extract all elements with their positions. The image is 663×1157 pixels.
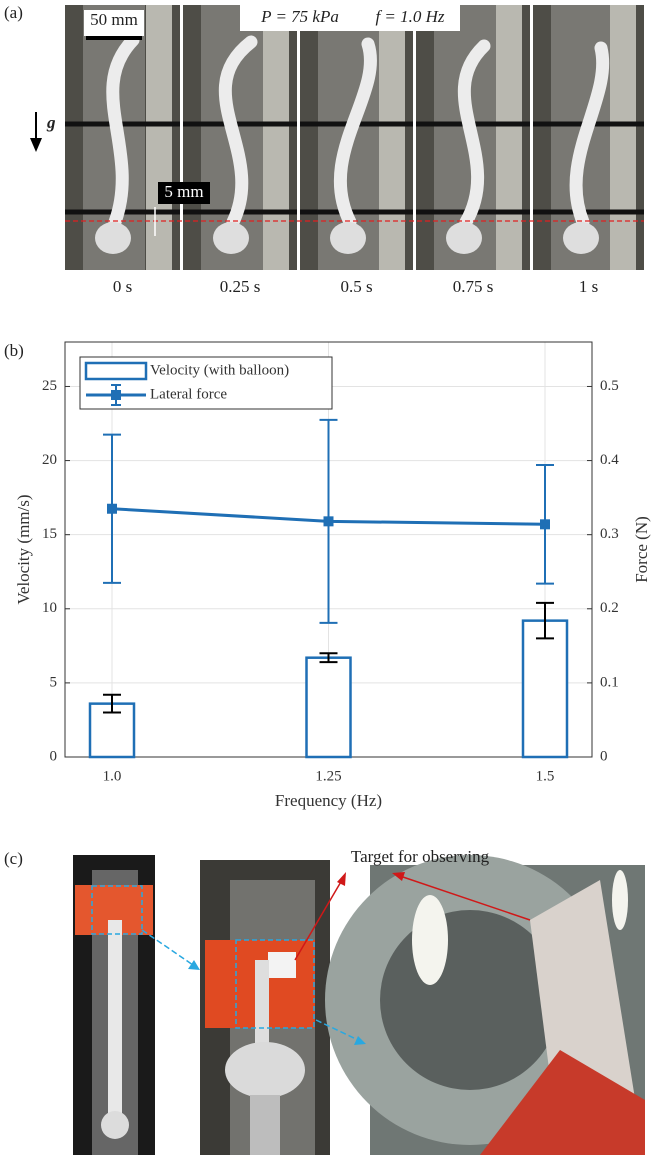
photo-frame: 0.75 s bbox=[416, 5, 530, 296]
time-label: 0.25 s bbox=[220, 277, 261, 296]
y-tick-label: 5 bbox=[50, 674, 58, 690]
y-tick-label: 10 bbox=[42, 600, 57, 616]
balloon bbox=[446, 222, 482, 254]
y2-tick-label: 0.2 bbox=[600, 600, 619, 616]
panel-label: (b) bbox=[4, 341, 24, 360]
y2-axis-title: Force (N) bbox=[632, 516, 651, 583]
ruler-rail bbox=[379, 5, 405, 270]
annotation-arrowhead bbox=[337, 872, 346, 886]
y-tick-label: 0 bbox=[50, 748, 58, 764]
annotation: Target for observing bbox=[351, 847, 490, 866]
y-axis-title: Velocity (mm/s) bbox=[14, 494, 33, 604]
photo-3 bbox=[325, 855, 645, 1155]
photo-2 bbox=[200, 860, 330, 1155]
offset-label: 5 mm bbox=[164, 182, 203, 201]
balloon bbox=[213, 222, 249, 254]
pressure-label: P = 75 kPa bbox=[260, 7, 339, 26]
time-label: 0 s bbox=[113, 277, 132, 296]
time-label: 0.75 s bbox=[453, 277, 494, 296]
legend-label: Lateral force bbox=[150, 386, 227, 402]
y2-tick-label: 0.4 bbox=[600, 452, 619, 468]
bar bbox=[523, 621, 567, 757]
chart: 0 5 10 15 20 25 0 0.1 0.2 0.3 0.4 0.5 1.0 1.25 1.5 Freq… bbox=[14, 342, 651, 810]
balloon bbox=[330, 222, 366, 254]
photo-frame: 0.25 s bbox=[183, 5, 297, 296]
photo-strip: 0 s 0.25 s 0.5 s 0.75 s 1 s bbox=[65, 5, 644, 296]
photo-frame: 1 s bbox=[533, 5, 644, 296]
y2-tick-label: 0.5 bbox=[600, 378, 619, 394]
gravity-arrowhead bbox=[30, 138, 42, 152]
marker bbox=[107, 504, 117, 514]
x-tick-label: 1.0 bbox=[103, 768, 122, 784]
x-tick-label: 1.25 bbox=[315, 768, 341, 784]
time-label: 1 s bbox=[579, 277, 598, 296]
y2-tick-label: 0.3 bbox=[600, 526, 619, 542]
panel-label: (a) bbox=[4, 3, 23, 22]
y-tick-label: 15 bbox=[42, 526, 57, 542]
zoom-arrowhead bbox=[188, 960, 200, 970]
photo-frame: 0.5 s bbox=[300, 5, 413, 296]
balloon bbox=[563, 222, 599, 254]
legend-swatch bbox=[86, 363, 146, 379]
time-label: 0.5 s bbox=[340, 277, 372, 296]
ruler-rail bbox=[496, 5, 522, 270]
legend-swatch bbox=[111, 390, 121, 400]
balloon bbox=[95, 222, 131, 254]
photo-frame: 0 s bbox=[65, 5, 180, 296]
ruler-rail bbox=[146, 5, 172, 270]
marker bbox=[324, 516, 334, 526]
frequency-label: f = 1.0 Hz bbox=[375, 7, 444, 26]
y2-tick-label: 0.1 bbox=[600, 674, 619, 690]
photo-1 bbox=[73, 855, 155, 1155]
y2-tick-label: 0 bbox=[600, 748, 608, 764]
legend-label: Velocity (with balloon) bbox=[150, 362, 289, 378]
x-tick-label: 1.5 bbox=[536, 768, 555, 784]
y-tick-label: 20 bbox=[42, 452, 57, 468]
ruler-rail bbox=[263, 5, 289, 270]
gravity-label: g bbox=[46, 113, 56, 132]
ruler-rail bbox=[610, 5, 636, 270]
marker bbox=[540, 519, 550, 529]
panel-label: (c) bbox=[4, 849, 23, 868]
x-axis-title: Frequency (Hz) bbox=[275, 791, 382, 810]
bar bbox=[307, 658, 351, 757]
figure: (a) 0 s 0.25 s 0.5 s 0.75 s 1 s 50 mm P = 75… bbox=[0, 0, 663, 1157]
scale-label: 50 mm bbox=[90, 10, 138, 29]
y-tick-label: 25 bbox=[42, 378, 57, 394]
